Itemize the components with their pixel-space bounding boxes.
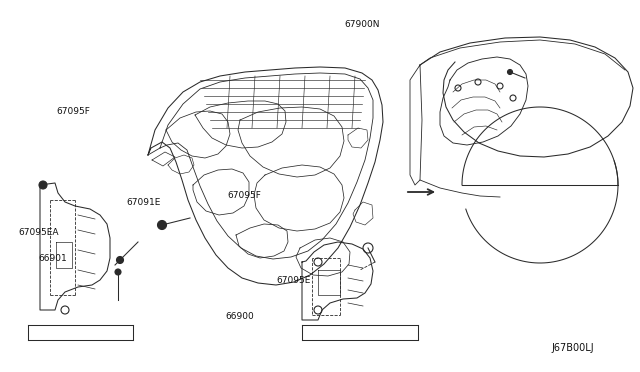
Circle shape	[116, 257, 124, 263]
Text: 66900: 66900	[226, 312, 254, 321]
Text: 66901: 66901	[38, 254, 67, 263]
Text: 67095F: 67095F	[56, 107, 90, 116]
Text: 67095F: 67095F	[227, 191, 261, 200]
Circle shape	[115, 269, 121, 275]
Text: 67091E: 67091E	[127, 198, 161, 207]
Text: 67900N: 67900N	[344, 20, 380, 29]
Circle shape	[157, 221, 166, 230]
Text: 67095EA: 67095EA	[18, 228, 58, 237]
Circle shape	[508, 70, 513, 74]
Text: J67B00LJ: J67B00LJ	[552, 343, 594, 353]
Text: 67095E: 67095E	[276, 276, 311, 285]
Circle shape	[39, 181, 47, 189]
